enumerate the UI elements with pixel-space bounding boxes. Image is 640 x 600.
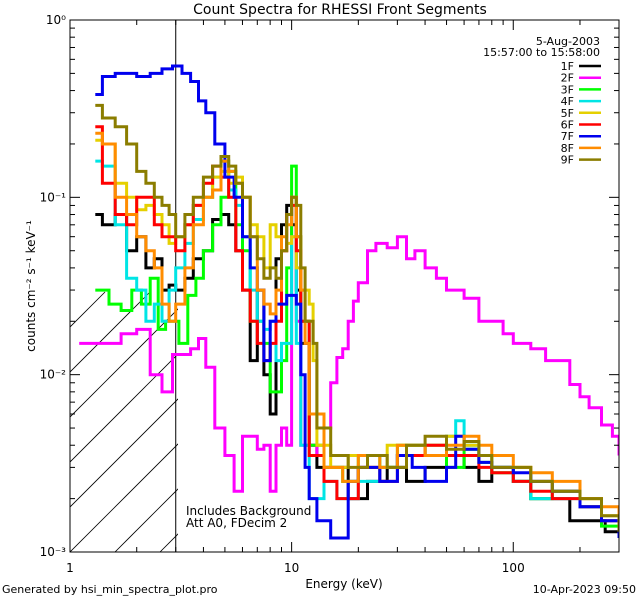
- series-line-6f: [95, 125, 619, 532]
- x-tick-label: 10: [284, 561, 299, 575]
- series-line-2f: [79, 195, 619, 493]
- x-tick-label: 100: [502, 561, 525, 575]
- legend-label: 6F: [561, 119, 574, 132]
- hatch-line: [340, 292, 600, 552]
- hatch-line: [610, 292, 640, 552]
- hatch-line: [70, 291, 106, 328]
- annotation-attenuator: Att A0, FDecim 2: [186, 516, 287, 530]
- timestamp-label: 10-Apr-2023 09:50: [532, 583, 636, 596]
- legend-label: 3F: [561, 83, 574, 96]
- hatched-region: [0, 291, 640, 552]
- hatch-line: [70, 443, 178, 552]
- legend-label: 5F: [561, 107, 574, 120]
- series-lines: [79, 64, 619, 540]
- hatch-line: [0, 292, 15, 552]
- time-range-label: 15:57:00 to 15:58:00: [483, 46, 600, 59]
- axis-ticks: 1 10 100 10⁰ 10⁻¹ 10⁻² 10⁻³: [40, 13, 620, 575]
- x-axis-label: Energy (keV): [305, 577, 382, 591]
- legend-label: 2F: [561, 72, 574, 85]
- x-tick-label: 1: [66, 561, 74, 575]
- hatch-line: [475, 292, 640, 552]
- hatch-line: [70, 291, 151, 373]
- series-line-9f: [95, 103, 619, 532]
- date-label: 5-Aug-2003: [536, 35, 600, 48]
- plot-frame: [69, 19, 620, 553]
- y-axis-label: counts cm⁻² s⁻¹ keV⁻¹: [24, 220, 38, 352]
- y-tick-label: 10⁻¹: [40, 190, 67, 204]
- hatch-line: [114, 488, 178, 552]
- chart-title: Count Spectra for RHESSI Front Segments: [193, 2, 487, 18]
- legend-label: 7F: [561, 130, 574, 143]
- legend-label: 1F: [561, 60, 574, 73]
- y-tick-label: 10⁻³: [40, 545, 67, 559]
- series-line-8f: [95, 131, 619, 527]
- generated-by-label: Generated by hsi_min_spectra_plot.pro: [2, 583, 218, 596]
- legend-label: 9F: [561, 154, 574, 167]
- hatch-line: [70, 353, 178, 463]
- legend-label: 8F: [561, 142, 574, 155]
- hatch-line: [70, 398, 178, 508]
- y-tick-label: 10⁰: [46, 13, 66, 27]
- hatch-line: [520, 292, 640, 552]
- y-tick-label: 10⁻²: [40, 368, 67, 382]
- annotation-background: Includes Background: [186, 504, 311, 518]
- hatch-line: [295, 292, 555, 552]
- legend-label: 4F: [561, 95, 574, 108]
